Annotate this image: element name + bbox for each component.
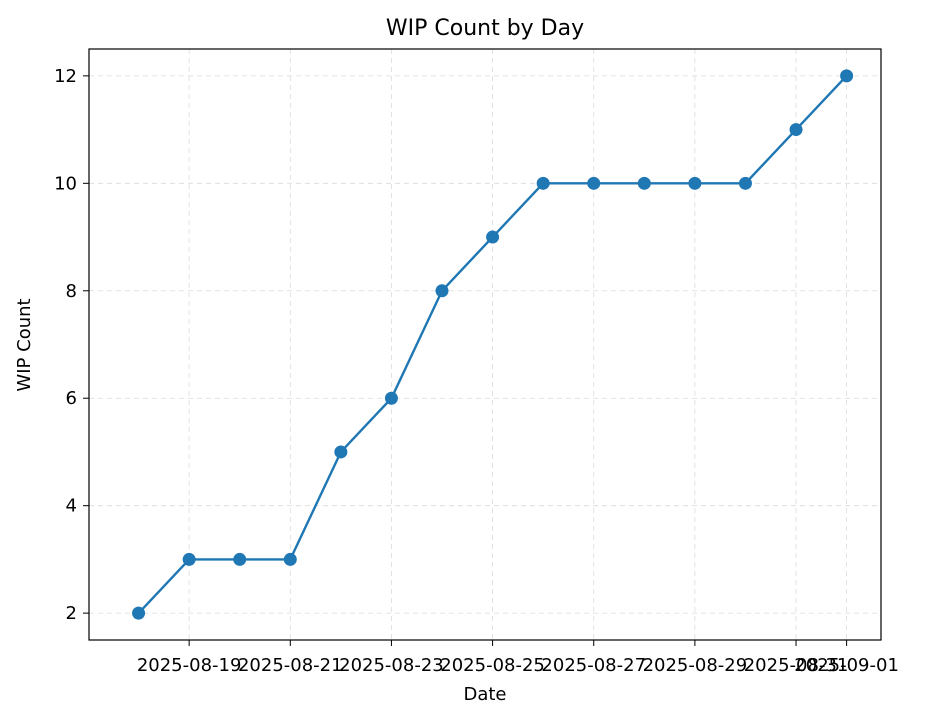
data-point [233, 552, 247, 566]
data-point [486, 230, 500, 244]
axis-ticks: 2025-08-192025-08-212025-08-232025-08-25… [54, 66, 899, 676]
y-axis-label: WIP Count [14, 298, 35, 391]
data-point [334, 445, 348, 459]
chart-title: WIP Count by Day [386, 16, 584, 41]
x-tick-label: 2025-08-29 [643, 655, 748, 676]
y-tick-label: 2 [66, 603, 77, 624]
y-tick-label: 12 [54, 66, 77, 87]
data-point [637, 176, 651, 190]
x-tick-label: 2025-08-27 [541, 655, 646, 676]
data-point [738, 176, 752, 190]
data-point [587, 176, 601, 190]
y-tick-label: 8 [66, 281, 77, 302]
data-point [132, 606, 146, 620]
y-tick-label: 4 [66, 496, 77, 517]
x-tick-label: 2025-08-19 [137, 655, 242, 676]
y-tick-label: 10 [54, 173, 77, 194]
data-point [384, 391, 398, 405]
data-point [435, 284, 449, 298]
x-axis-label: Date [463, 684, 506, 705]
series-layer [132, 69, 854, 620]
data-point [840, 69, 854, 83]
data-point [283, 552, 297, 566]
data-point [182, 552, 196, 566]
x-tick-label: 2025-08-31 [744, 655, 849, 676]
grid [89, 49, 881, 640]
x-tick-label: 2025-09-01 [794, 655, 899, 676]
x-tick-label: 2025-08-25 [440, 655, 545, 676]
data-point [688, 176, 702, 190]
y-tick-label: 6 [66, 388, 77, 409]
data-point [789, 123, 803, 137]
x-tick-label: 2025-08-21 [238, 655, 343, 676]
series-line [137, 75, 848, 614]
plot-area-frame [88, 48, 882, 641]
x-tick-label: 2025-08-23 [339, 655, 444, 676]
data-point [536, 176, 550, 190]
